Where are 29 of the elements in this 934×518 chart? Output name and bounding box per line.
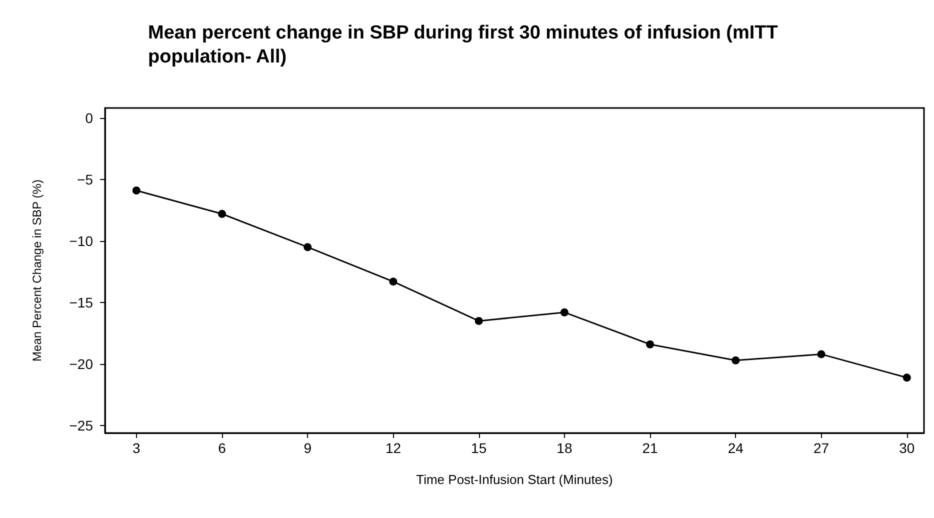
y-tick-label: −20: [69, 356, 94, 372]
point: [304, 243, 312, 252]
y-tick-label: −15: [69, 294, 94, 311]
x-axis-title: Time Post-Infusion Start (Minutes): [416, 472, 613, 487]
point: [902, 374, 911, 382]
point: [389, 278, 398, 286]
x-tick-label: 21: [642, 440, 658, 456]
x-tick-label: 30: [899, 440, 915, 456]
point: [646, 340, 654, 348]
point: [560, 308, 568, 316]
x-tick-label: 27: [813, 440, 830, 456]
x-tick-label: 12: [385, 440, 402, 456]
point: [132, 186, 140, 194]
y-tick-label: −25: [69, 418, 94, 434]
point: [218, 210, 226, 218]
point: [732, 356, 740, 364]
y-axis-title: Mean Percent Change in SBP (%): [30, 180, 44, 362]
point: [474, 316, 483, 325]
chart-title: Mean percent change in SBP during first 30 minutes of infusion (mITT population- All): [148, 22, 778, 68]
x-tick-label: 18: [556, 440, 572, 456]
x-tick-label: 9: [304, 440, 312, 456]
y-tick-label: −10: [69, 232, 94, 249]
point: [817, 350, 826, 358]
y-tick-label: −5: [77, 171, 94, 188]
x-tick-label: 3: [132, 440, 140, 456]
y-tick-label: 0: [85, 110, 94, 126]
x-tick-label: 15: [471, 440, 487, 456]
x-tick-label: 6: [218, 440, 226, 456]
x-tick-label: 24: [728, 440, 744, 456]
